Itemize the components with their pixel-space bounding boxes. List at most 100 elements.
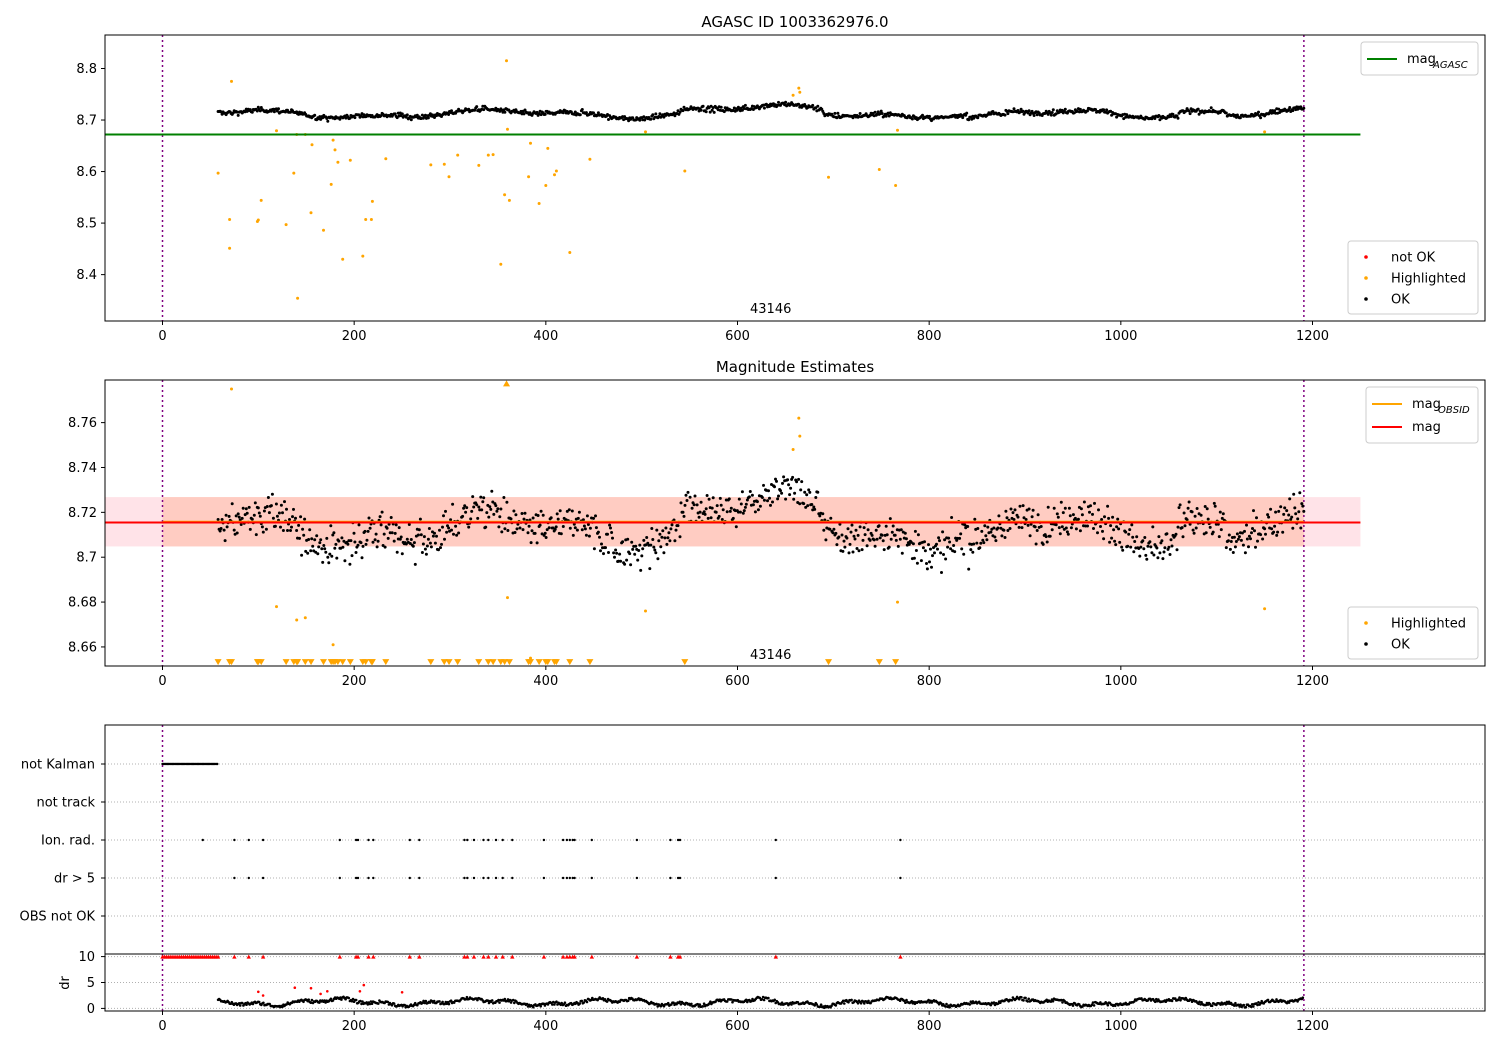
dr-point [678,1000,682,1004]
flag-point [356,876,360,880]
dr-point [361,1000,364,1003]
dr-point [539,1005,542,1008]
data-point [1141,539,1145,543]
legend-line-label: mag [1412,397,1441,412]
data-point [711,496,715,500]
data-point [806,504,810,508]
data-point [288,518,291,521]
data-point [1197,512,1201,516]
data-point [236,113,240,117]
dr-point [553,1003,556,1006]
data-point [863,533,867,537]
data-point [1102,537,1106,541]
data-point [368,526,372,530]
data-point [594,514,597,518]
data-point [845,536,849,540]
dr-point [257,990,260,994]
lower-limit-marker [307,659,315,666]
data-point [1199,513,1203,517]
data-point [343,559,347,563]
data-point [660,535,664,539]
data-point [932,546,935,550]
data-point [253,501,257,505]
data-point [1076,517,1080,521]
dr-point [326,990,329,993]
data-point [904,537,908,541]
data-point [1046,112,1050,116]
flag-point [472,838,476,842]
data-point [1121,548,1125,552]
data-point [476,516,480,520]
data-point [290,525,293,529]
lower-limit-marker [282,659,290,666]
dr-point [730,998,733,1001]
data-point [602,552,605,556]
dr-clipped-marker [898,954,903,959]
dr-point [1051,999,1055,1003]
data-point [447,526,451,530]
data-point [854,528,858,532]
legend-points-box [1347,606,1479,660]
data-point [682,514,686,518]
data-point [224,513,228,517]
data-point [1219,528,1223,532]
data-point [1144,553,1148,557]
data-point [1026,523,1030,527]
data-point [1272,530,1276,534]
data-point [266,496,270,499]
legend-line-label: mag [1412,420,1441,435]
data-point [247,505,251,509]
dr-clipped-marker [232,954,237,959]
data-point [333,148,337,152]
data-point [495,509,499,513]
dr-point [585,1000,589,1004]
data-point [538,523,542,527]
data-point [1292,492,1296,496]
data-point [816,490,820,494]
data-point [292,171,296,175]
data-point [1045,540,1049,544]
data-point [223,539,227,543]
data-point [623,562,627,566]
data-point [220,518,224,521]
data-point [583,527,587,531]
data-point [376,539,380,543]
flag-point [571,876,574,880]
data-point [295,618,299,622]
data-point [981,538,985,542]
data-point [1120,545,1124,549]
data-point [393,112,397,116]
data-point [219,527,223,530]
flag-point [494,838,498,842]
flag-point [635,876,639,880]
flag-points-0 [161,762,219,766]
data-point [629,563,633,567]
data-point [338,117,342,121]
dr-point [626,999,630,1002]
data-point [1139,545,1143,549]
data-point [674,528,678,532]
data-point [582,524,586,528]
data-point [442,514,445,518]
data-point [1100,518,1104,521]
data-point [367,516,371,520]
flag-point [676,838,680,842]
data-point [685,499,689,502]
data-point [936,547,939,551]
data-point [586,523,590,526]
data-point [277,107,280,111]
data-point [378,515,382,519]
data-point [928,560,931,564]
data-point [858,112,862,115]
data-point [1143,536,1147,539]
data-point [1158,118,1162,122]
dr-point [1199,1003,1202,1006]
data-point [978,546,982,550]
data-point [791,93,795,97]
data-point [743,103,747,107]
dr-point [1018,997,1021,1001]
data-point [789,486,793,490]
data-point [313,113,317,117]
data-point [1234,540,1238,543]
data-point [234,514,238,518]
